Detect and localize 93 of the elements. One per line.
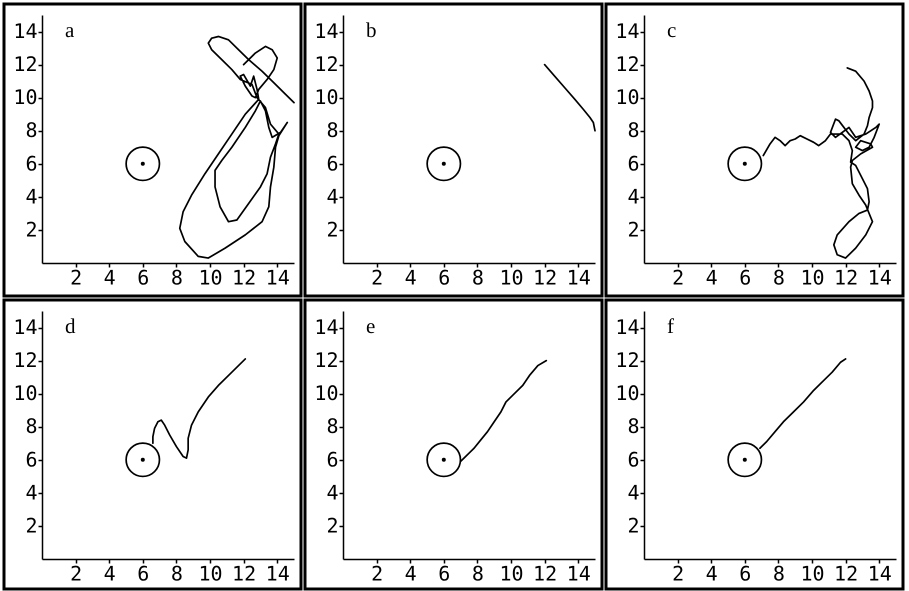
x-tick-label: 2 <box>70 266 82 290</box>
y-tick-label: 14 <box>314 315 338 340</box>
y-tick-label: 6 <box>627 447 640 472</box>
line-series <box>762 67 880 259</box>
x-tick-label: 4 <box>706 266 718 290</box>
y-tick-label: 12 <box>314 52 338 76</box>
x-tick-label: 4 <box>706 562 718 586</box>
y-tick-label: 14 <box>615 315 640 340</box>
y-tick-label: 8 <box>326 118 338 142</box>
x-tick-label: 14 <box>566 562 591 586</box>
y-tick-label: 6 <box>326 151 338 176</box>
y-tick-label: 10 <box>13 381 38 406</box>
y-tick-label: 12 <box>615 348 640 372</box>
y-tick-label: 4 <box>326 184 338 208</box>
y-tick-label: 10 <box>615 85 640 110</box>
y-tick-label: 6 <box>627 151 640 176</box>
x-tick-label: 14 <box>868 266 892 290</box>
chart-title: e <box>366 314 376 338</box>
y-tick-label: 8 <box>627 118 640 142</box>
y-tick-label: 2 <box>627 217 640 242</box>
x-tick-label: 8 <box>170 562 183 586</box>
y-tick-label: 12 <box>615 52 640 76</box>
y-tick-label: 2 <box>25 513 38 538</box>
x-tick-label: 10 <box>800 266 825 290</box>
y-tick-label: 6 <box>326 447 338 472</box>
y-tick-label: 6 <box>25 151 38 176</box>
y-tick-label: 4 <box>627 184 640 208</box>
x-tick-label: 6 <box>137 266 150 290</box>
y-tick-label: 14 <box>615 19 640 44</box>
y-tick-label: 8 <box>25 118 38 142</box>
x-tick-label: 8 <box>170 266 183 290</box>
y-tick-label: 10 <box>314 381 338 406</box>
chart-title: c <box>667 18 676 42</box>
x-tick-label: 10 <box>499 266 524 290</box>
x-tick-label: 8 <box>772 562 785 586</box>
chart-title: d <box>65 314 76 338</box>
x-tick-label: 10 <box>198 266 223 290</box>
y-tick-label: 4 <box>25 480 38 504</box>
x-tick-label: 12 <box>533 562 558 586</box>
x-tick-label: 6 <box>438 266 450 290</box>
y-tick-label: 12 <box>13 52 38 76</box>
x-tick-label: 6 <box>739 266 752 290</box>
y-tick-label: 10 <box>615 381 640 406</box>
x-tick-label: 2 <box>70 562 82 586</box>
x-tick-label: 6 <box>438 562 450 586</box>
x-tick-label: 14 <box>266 562 290 586</box>
x-tick-label: 6 <box>739 562 752 586</box>
x-tick-label: 2 <box>371 266 384 290</box>
y-tick-label: 4 <box>326 480 338 504</box>
x-tick-label: 4 <box>404 562 417 586</box>
x-tick-label: 8 <box>472 266 484 290</box>
x-tick-label: 12 <box>232 562 256 586</box>
y-tick-label: 6 <box>25 447 38 472</box>
x-tick-label: 12 <box>834 562 858 586</box>
y-tick-label: 2 <box>627 513 640 538</box>
x-tick-label: 14 <box>868 562 892 586</box>
x-tick-label: 2 <box>371 562 384 586</box>
y-tick-label: 4 <box>627 480 640 504</box>
y-tick-label: 2 <box>326 217 338 242</box>
x-tick-label: 10 <box>198 562 223 586</box>
line-series <box>544 64 596 132</box>
y-tick-label: 12 <box>314 348 338 372</box>
y-tick-label: 8 <box>627 414 640 438</box>
y-tick-label: 10 <box>314 85 338 110</box>
chart-title: f <box>667 314 674 338</box>
y-tick-label: 8 <box>25 414 38 438</box>
x-tick-label: 12 <box>834 266 858 290</box>
x-tick-label: 2 <box>672 266 684 290</box>
chart-title: a <box>65 18 75 42</box>
line-series <box>178 36 295 259</box>
x-tick-label: 8 <box>772 266 785 290</box>
x-tick-label: 14 <box>266 266 290 290</box>
y-tick-label: 14 <box>314 19 338 44</box>
y-tick-label: 12 <box>13 348 38 372</box>
x-tick-label: 12 <box>232 266 256 290</box>
x-tick-label: 4 <box>404 266 417 290</box>
y-tick-label: 8 <box>326 414 338 438</box>
y-tick-label: 14 <box>13 315 38 340</box>
x-tick-label: 8 <box>472 562 484 586</box>
y-tick-label: 14 <box>13 19 38 44</box>
x-tick-label: 4 <box>104 562 116 586</box>
x-tick-label: 12 <box>533 266 558 290</box>
y-tick-label: 2 <box>326 513 338 538</box>
y-tick-label: 10 <box>13 85 38 110</box>
y-tick-label: 2 <box>25 217 38 242</box>
x-tick-label: 10 <box>800 562 825 586</box>
x-tick-label: 10 <box>499 562 524 586</box>
x-tick-label: 6 <box>137 562 150 586</box>
x-tick-label: 4 <box>104 266 116 290</box>
x-tick-label: 2 <box>672 562 684 586</box>
chart-title: b <box>366 18 376 42</box>
x-tick-label: 14 <box>566 266 591 290</box>
y-tick-label: 4 <box>25 184 38 208</box>
